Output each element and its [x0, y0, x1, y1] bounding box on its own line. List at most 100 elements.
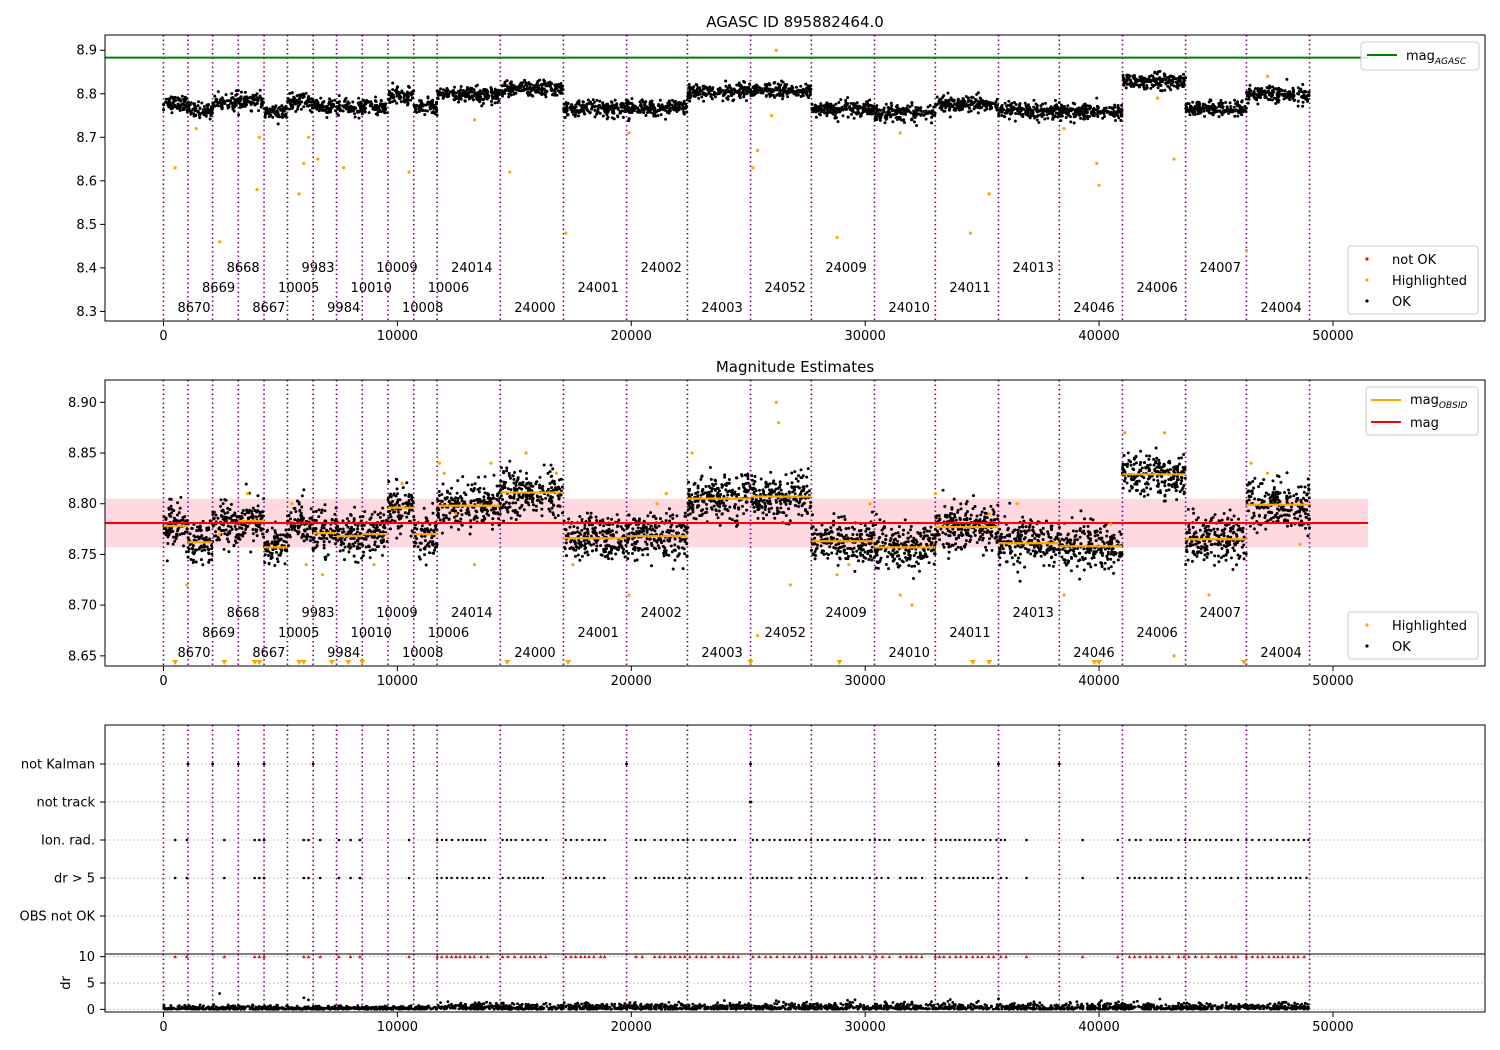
agasc-ok-point: [1160, 89, 1164, 93]
estimates-ok-point: [313, 546, 317, 550]
agasc-ok-point: [1013, 119, 1017, 123]
agasc-ok-point: [813, 105, 817, 109]
estimates-ok-point: [343, 545, 347, 549]
agasc-ok-point: [174, 105, 178, 109]
estimates-ok-point: [171, 542, 175, 546]
agasc-ok-point: [1024, 104, 1028, 108]
agasc-ok-point: [226, 104, 230, 108]
estimates-ok-point: [431, 543, 435, 547]
estimates-ok-point: [506, 487, 510, 491]
agasc-ok-point: [995, 97, 999, 101]
agasc-ok-point: [1284, 96, 1288, 100]
agasc-ok-point: [1073, 112, 1077, 116]
agasc-highlighted-point: [751, 166, 755, 170]
agasc-highlighted-point: [774, 48, 778, 52]
agasc-obsid-label: 10010: [351, 281, 392, 296]
agasc-ok-point: [335, 112, 339, 116]
agasc-ok-point: [682, 110, 686, 114]
agasc-ok-point: [625, 107, 629, 111]
estimates-ok-point: [534, 508, 538, 512]
agasc-ok-point: [1059, 119, 1063, 123]
agasc-ok-point: [981, 99, 985, 103]
agasc-ok-point: [732, 87, 736, 91]
agasc-ok-point: [979, 96, 983, 100]
agasc-ok-point: [599, 105, 603, 109]
agasc-ok-point: [684, 106, 688, 110]
agasc-ok-point: [276, 112, 280, 116]
agasc-ok-point: [198, 106, 202, 110]
agasc-ok-point: [403, 100, 407, 104]
agasc-ok-point: [1009, 112, 1013, 116]
agasc-ok-point: [1117, 116, 1121, 120]
agasc-ok-point: [643, 103, 647, 107]
estimates-ok-point: [415, 527, 419, 531]
estimates-ok-point: [276, 560, 280, 564]
agasc-ok-point: [243, 96, 247, 100]
estimates-ok-point: [464, 511, 468, 515]
agasc-ok-point: [637, 110, 641, 114]
estimates-ok-point: [251, 532, 255, 536]
agasc-ok-point: [320, 106, 324, 110]
agasc-ok-point: [1053, 104, 1057, 108]
agasc-ok-point: [518, 86, 522, 90]
estimates-ok-point: [353, 541, 357, 545]
agasc-ok-point: [644, 106, 648, 110]
agasc-ok-point: [1159, 83, 1163, 87]
agasc-ok-point: [640, 108, 644, 112]
estimates-ok-point: [242, 530, 246, 534]
agasc-ok-point: [173, 98, 177, 102]
estimates-ok-point: [486, 496, 490, 500]
agasc-ok-point: [1057, 100, 1061, 104]
legend-not-ok-label: not OK: [1392, 253, 1437, 268]
agasc-ok-point: [1131, 75, 1135, 79]
agasc-ok-point: [1300, 95, 1304, 99]
estimates-ok-point: [482, 514, 486, 518]
agasc-ok-point: [603, 107, 607, 111]
agasc-ok-point: [665, 110, 669, 114]
estimates-ok-point: [284, 540, 288, 544]
agasc-ok-point: [467, 95, 471, 99]
agasc-ok-point: [912, 120, 916, 124]
agasc-ok-point: [423, 113, 427, 117]
agasc-ok-point: [844, 107, 848, 111]
estimates-ok-point: [456, 496, 460, 500]
agasc-obsid-label: 24013: [1012, 261, 1053, 276]
estimates-ok-point: [371, 548, 375, 552]
agasc-ok-point: [351, 106, 355, 110]
agasc-ok-point: [595, 112, 599, 116]
agasc-obsid-label: 24003: [701, 301, 742, 316]
agasc-ok-point: [329, 99, 333, 103]
agasc-ok-point: [553, 93, 557, 97]
agasc-ok-point: [876, 109, 880, 113]
agasc-ok-point: [302, 105, 306, 109]
agasc-ok-point: [434, 110, 438, 114]
estimates-ok-point: [331, 529, 335, 533]
agasc-ok-point: [818, 113, 822, 117]
agasc-ok-point: [1024, 113, 1028, 117]
agasc-ok-point: [664, 117, 668, 121]
agasc-ok-point: [627, 119, 631, 123]
agasc-ok-point: [875, 118, 879, 122]
estimates-ok-point: [298, 508, 302, 512]
agasc-ok-point: [374, 105, 378, 109]
estimates-ok-point: [288, 517, 292, 521]
agasc-ok-point: [1205, 108, 1209, 112]
agasc-ok-point: [1244, 110, 1248, 114]
estimates-ok-point: [314, 519, 318, 523]
estimates-ok-point: [322, 546, 326, 550]
agasc-ok-point: [276, 122, 280, 126]
estimates-ok-point: [308, 539, 312, 543]
estimates-ok-point: [466, 483, 470, 487]
agasc-ok-point: [1045, 113, 1049, 117]
agasc-ok-point: [698, 87, 702, 91]
agasc-ok-point: [1059, 107, 1063, 111]
estimates-ok-point: [187, 538, 191, 542]
estimates-ok-point: [454, 519, 458, 523]
agasc-ok-point: [1000, 103, 1004, 107]
agasc-xtick-label: 50000: [1312, 329, 1353, 344]
agasc-ok-point: [312, 103, 316, 107]
estimates-ok-point: [431, 511, 435, 515]
agasc-ok-point: [395, 86, 399, 90]
agasc-ok-point: [284, 112, 288, 116]
agasc-ok-point: [871, 110, 875, 114]
